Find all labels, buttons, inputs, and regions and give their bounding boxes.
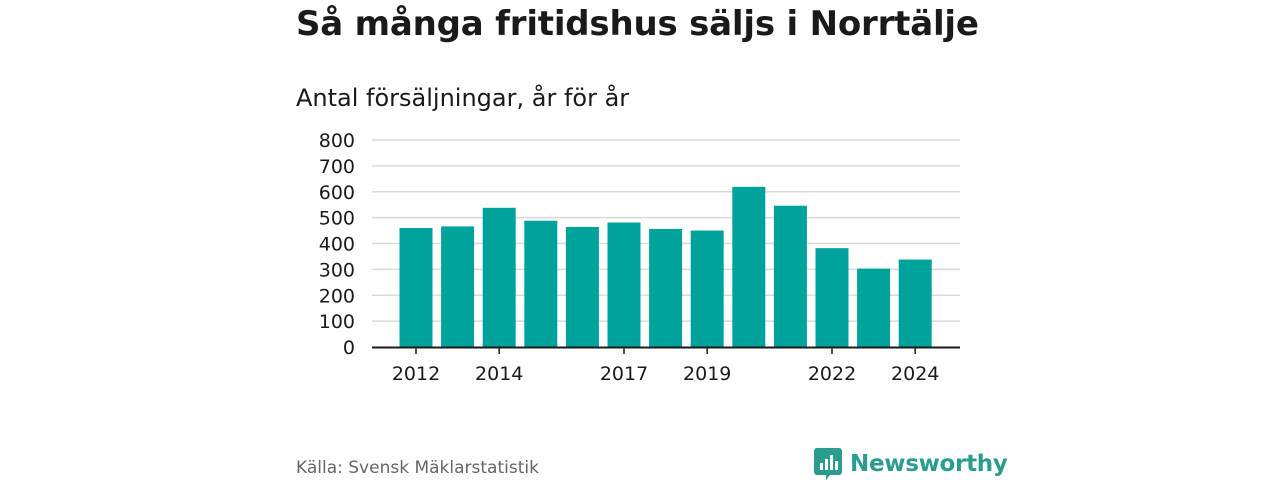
bar-2014 <box>482 207 516 347</box>
bars <box>399 186 932 347</box>
y-tick-label: 600 <box>319 182 355 204</box>
x-axis-ticks: 2012 2014 2017 2019 2022 2024 <box>392 348 939 385</box>
bar-2022 <box>815 248 849 347</box>
brand-name: Newsworthy <box>850 451 1008 477</box>
bar-2020 <box>732 186 766 347</box>
bar-2016 <box>565 226 599 347</box>
chart-subtitle: Antal försäljningar, år för år <box>296 84 630 112</box>
y-tick-label: 800 <box>319 130 355 152</box>
y-tick-label: 0 <box>343 337 355 359</box>
y-tick-label: 700 <box>319 156 355 178</box>
x-tick-label: 2012 <box>392 363 440 385</box>
bar-2012 <box>399 227 433 347</box>
y-tick-label: 300 <box>319 259 355 281</box>
source-note: Källa: Svensk Mäklarstatistik <box>296 458 539 478</box>
bar-2015 <box>524 220 558 347</box>
bar-2013 <box>441 226 475 347</box>
brand-logo: Newsworthy <box>814 448 1008 480</box>
x-tick-label: 2024 <box>891 363 939 385</box>
chart-title: Så många fritidshus säljs i Norrtälje <box>296 4 979 44</box>
y-tick-label: 400 <box>319 234 355 256</box>
bar-2018 <box>649 229 683 347</box>
y-axis-ticks: 0 100 200 300 400 500 600 700 800 <box>319 130 355 359</box>
bar-chart-logo-icon <box>814 448 842 480</box>
bar-2023 <box>857 268 891 347</box>
bar-2024 <box>898 259 932 347</box>
y-tick-label: 500 <box>319 208 355 230</box>
bar-2021 <box>773 205 807 347</box>
x-tick-label: 2019 <box>683 363 731 385</box>
y-tick-label: 200 <box>319 285 355 307</box>
x-tick-label: 2022 <box>808 363 856 385</box>
x-tick-label: 2014 <box>475 363 523 385</box>
bar-2019 <box>690 230 724 347</box>
x-tick-label: 2017 <box>600 363 648 385</box>
y-tick-label: 100 <box>319 311 355 333</box>
bar-2017 <box>607 222 641 347</box>
